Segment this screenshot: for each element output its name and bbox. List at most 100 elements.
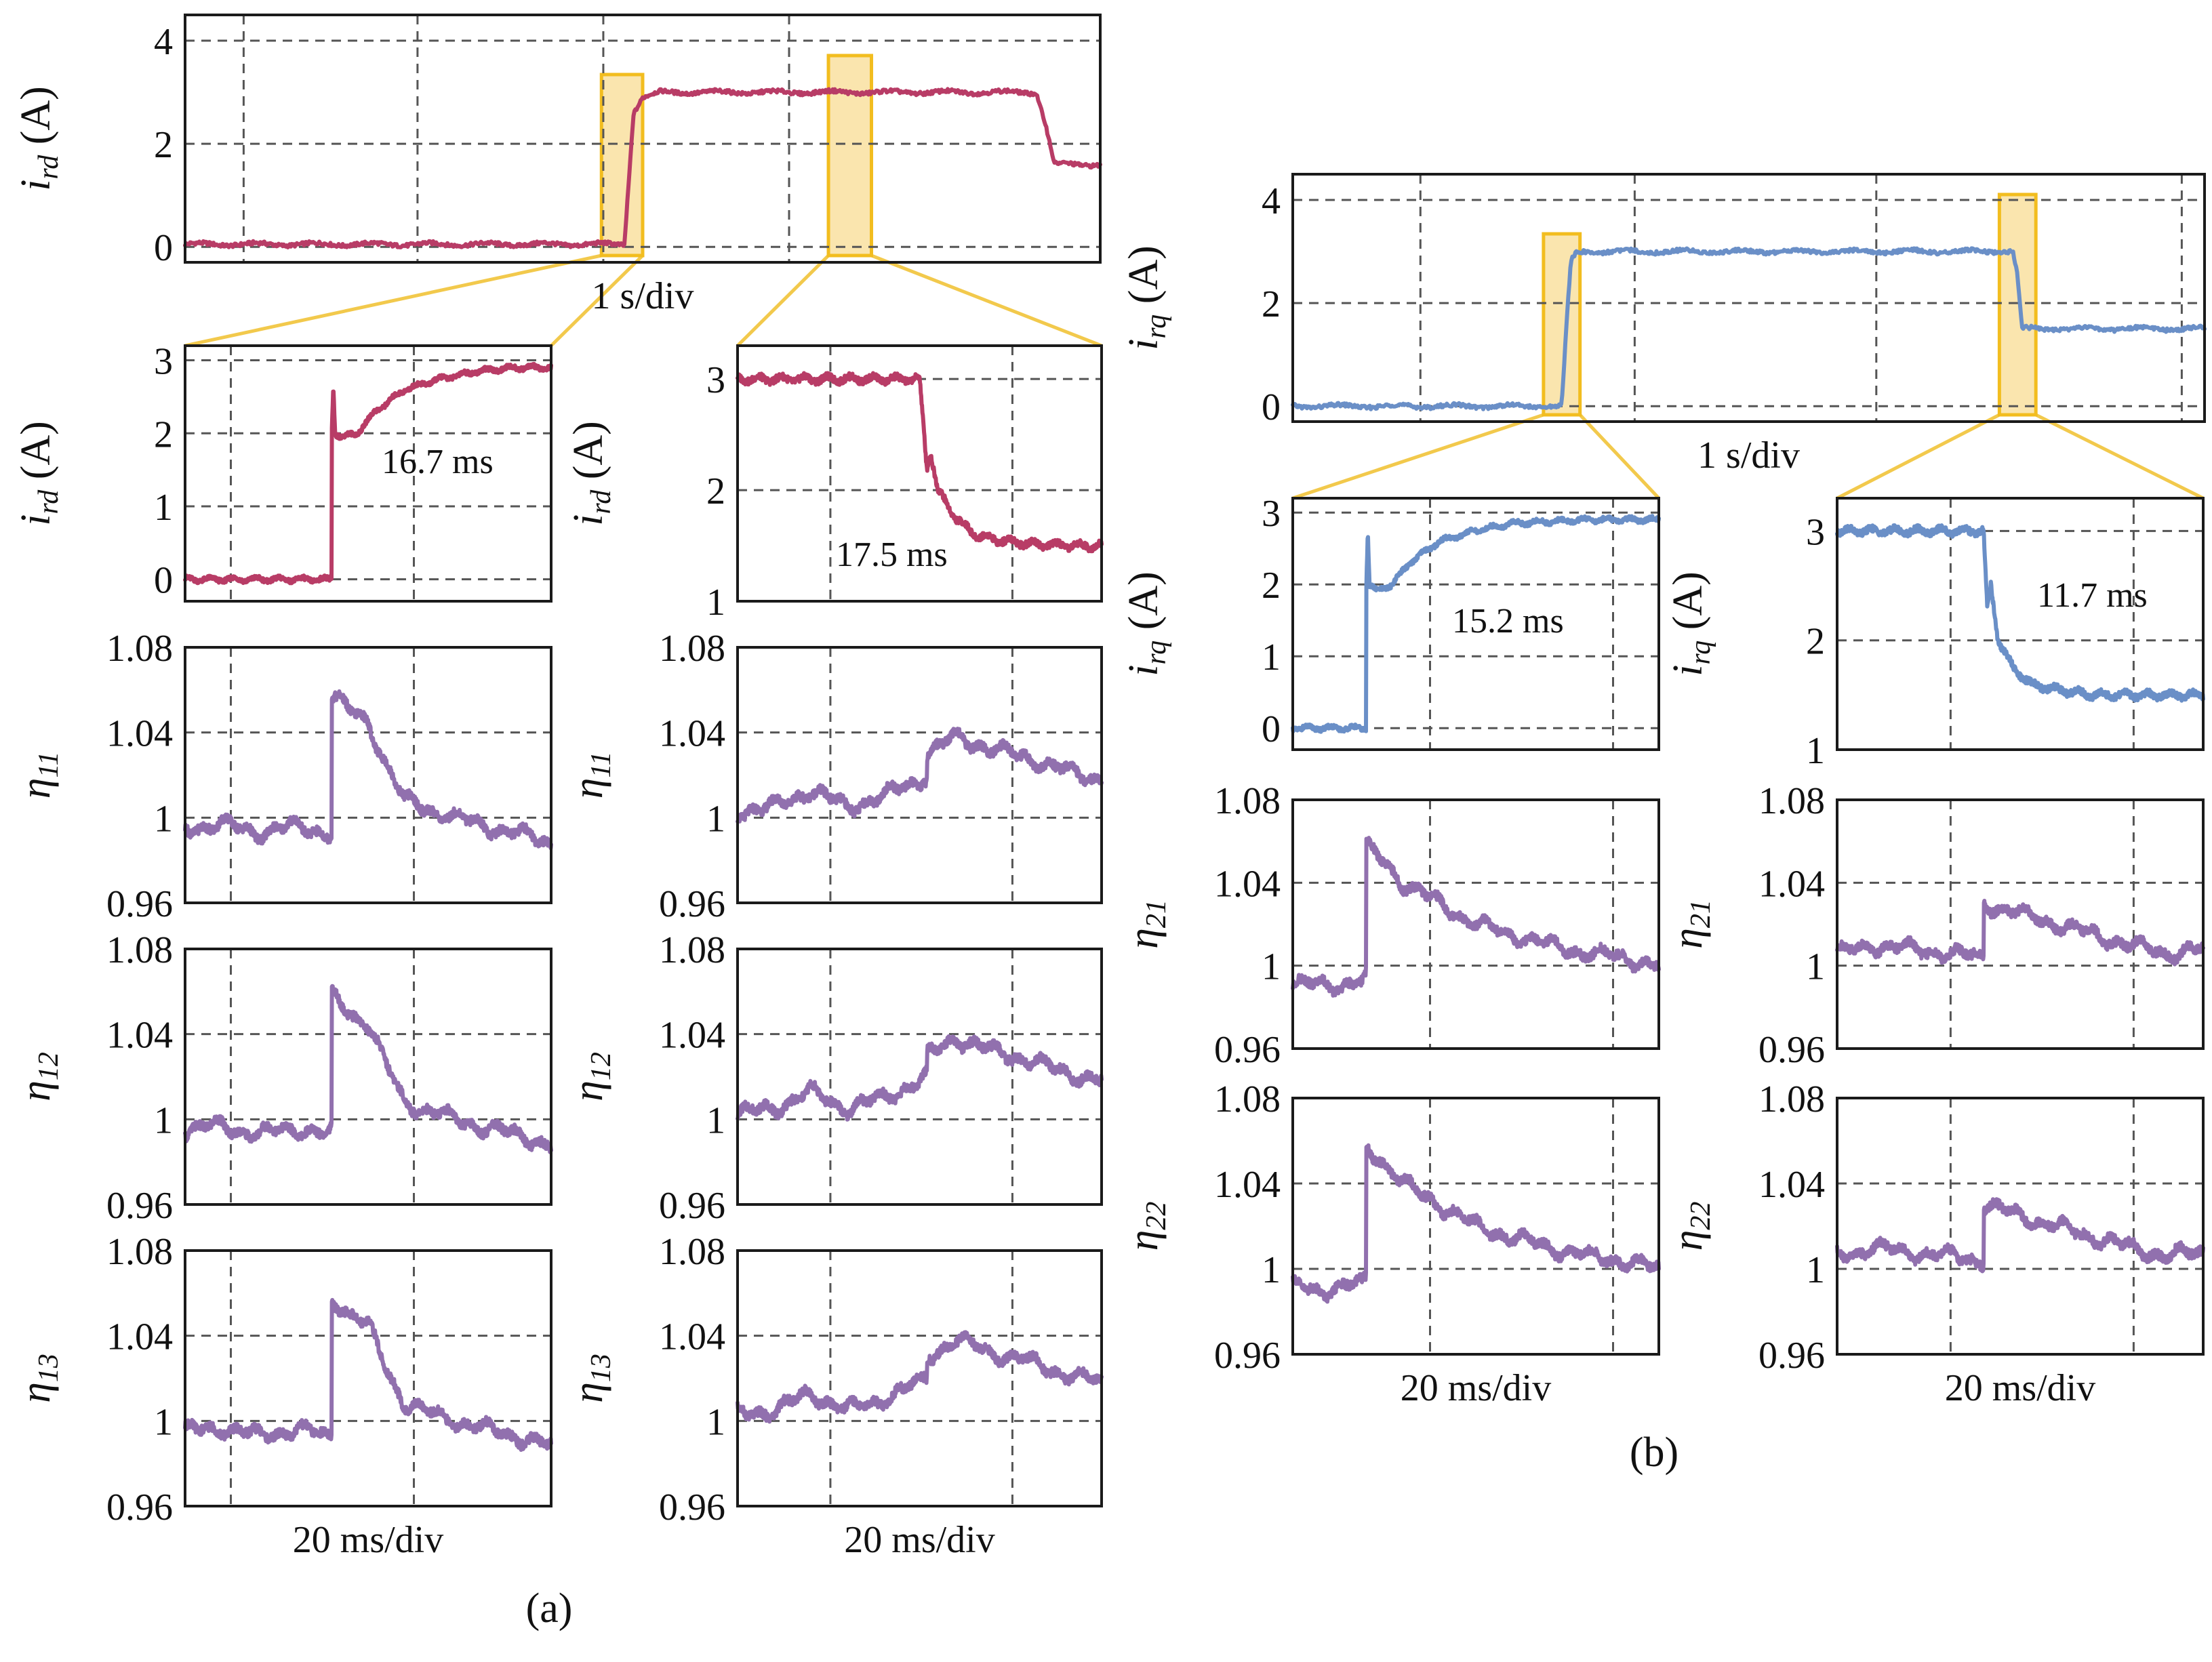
y-tick-label: 1.08 [659,929,725,971]
y-tick-label: 1.04 [1214,863,1281,905]
rise-time-annotation: 16.7 ms [382,443,494,481]
y-tick-label: 1.08 [659,1231,725,1273]
y-tick-label: 1 [154,1099,173,1141]
x-axis-label: 20 ms/div [1945,1367,2095,1409]
chart-b-zoom-right: 1 2 3 irq (A) 11.7 ms [1665,497,2205,772]
chart-a-eta13-right: 0.96 1.04 1 1.08 η13 20 ms/div [565,1231,1104,1561]
panels-layer: 0 2 4 ird (A) 1 s/div 0 1 2 3 ird (A) 16.7 ms 1 2 3 ir… [13,14,2207,1561]
y-tick-label: 0.96 [659,1486,725,1528]
chart-a-eta12-left: 0.96 1.04 1 1.08 η12 [13,929,553,1227]
chart-b-eta22-right: 0.96 1.04 1 1.08 η22 20 ms/div [1665,1078,2205,1409]
chart-a-zoom-left: 0 1 2 3 ird (A) 16.7 ms [13,341,553,603]
plot-frame [184,14,1102,264]
plot-frame [736,948,1103,1206]
y-tick-label: 1 [154,1401,173,1443]
chart-b-eta22-left: 0.96 1.04 1 1.08 η22 20 ms/div [1121,1078,1661,1409]
y-tick-label: 1.04 [1758,863,1825,905]
chart-a-eta13-left: 0.96 1.04 1 1.08 η13 20 ms/div [13,1231,553,1561]
zoom-connector-line [2035,413,2205,500]
y-tick-label: 0.96 [659,1185,725,1227]
series-line [183,689,553,851]
y-axis-label: η22 [1665,1202,1716,1251]
y-tick-label: 1 [706,1099,725,1141]
chart-a-eta11-right: 0.96 1.04 1 1.08 η11 [565,628,1104,925]
y-tick-label: 0.96 [1214,1335,1281,1377]
y-tick-label: 1.08 [659,628,725,670]
x-axis-label: 1 s/div [1697,434,1800,477]
y-tick-label: 0.96 [1758,1029,1825,1071]
y-tick-label: 3 [154,341,173,383]
plot-frame [736,1249,1103,1507]
y-tick-label: 1.08 [106,929,173,971]
series-line [1291,246,2207,411]
chart-b-zoom-left: 0 1 2 3 irq (A) 15.2 ms [1121,493,1661,751]
y-axis-label: ird (A) [13,421,64,526]
plot-frame [184,1249,552,1507]
x-axis-label: 20 ms/div [293,1519,443,1561]
plot-frame [736,646,1103,904]
chart-a-zoom-right: 1 2 3 ird (A) 17.5 ms [565,344,1104,624]
plot-frame [1836,497,2205,751]
y-tick-label: 1 [1262,636,1281,678]
y-axis-label: η21 [1665,899,1716,949]
plot-frame [1291,798,1660,1050]
zoom-connector-line [1836,413,2000,500]
y-axis-label: η11 [13,752,64,799]
y-axis-label: η13 [13,1354,64,1403]
y-tick-label: 2 [706,470,725,512]
y-tick-label: 2 [1262,565,1281,607]
x-axis-label: 20 ms/div [844,1519,994,1561]
y-tick-label: 0.96 [106,1185,173,1227]
y-tick-label: 0.96 [106,1486,173,1528]
series-line [1291,1143,1661,1304]
zoom-highlight-box [826,54,874,258]
y-tick-label: 0.96 [659,883,725,925]
y-axis-label: irq (A) [1121,571,1172,676]
series-line [736,371,1104,554]
series-line [736,1034,1104,1122]
y-tick-label: 1 [1262,1249,1281,1291]
caption-b: (b) [1630,1430,1678,1476]
y-tick-label: 0.96 [1214,1029,1281,1071]
y-axis-label: η22 [1121,1202,1172,1251]
y-tick-label: 1 [706,582,725,624]
y-tick-label: 1.04 [1758,1164,1825,1206]
y-tick-label: 2 [1806,621,1825,663]
y-tick-label: 4 [154,21,173,63]
y-tick-label: 1.08 [106,628,173,670]
series-line [1291,514,1661,734]
y-tick-label: 1 [154,798,173,840]
rise-time-annotation: 11.7 ms [2037,576,2148,615]
y-tick-label: 1.04 [659,1316,725,1358]
y-tick-label: 0.96 [1758,1335,1825,1377]
plot-frame [1291,1097,1660,1356]
series-line [183,361,553,586]
y-axis-label: irq (A) [1121,245,1172,350]
series-line [736,1330,1104,1424]
y-axis-label: η21 [1121,899,1172,949]
zoom-connector-line [550,254,644,347]
series-line [183,87,1102,249]
y-tick-label: 1 [706,798,725,840]
y-tick-label: 1.08 [1758,780,1825,822]
x-axis-label: 20 ms/div [1401,1367,1551,1409]
y-tick-label: 2 [154,413,173,455]
zoom-connector-line [1578,413,1660,500]
y-tick-label: 4 [1262,180,1281,222]
series-line [183,1297,553,1452]
y-tick-label: 1 [1806,946,1825,988]
y-axis-label: η13 [565,1354,617,1403]
y-tick-label: 1.08 [1214,1078,1281,1120]
chart-b-overview: 0 2 4 irq (A) 1 s/div [1121,173,2207,477]
plot-frame [1291,173,2206,423]
y-tick-label: 1.04 [106,1316,173,1358]
y-tick-label: 2 [154,124,173,166]
chart-a-eta11-left: 0.96 1.04 1 1.08 η11 [13,628,553,925]
zoom-connector-line [184,254,602,348]
y-tick-label: 3 [1806,511,1825,553]
y-tick-label: 0 [1262,386,1281,428]
y-tick-label: 0.96 [106,883,173,925]
chart-b-eta21-right: 0.96 1.04 1 1.08 η21 [1665,780,2205,1071]
y-tick-label: 1 [706,1401,725,1443]
